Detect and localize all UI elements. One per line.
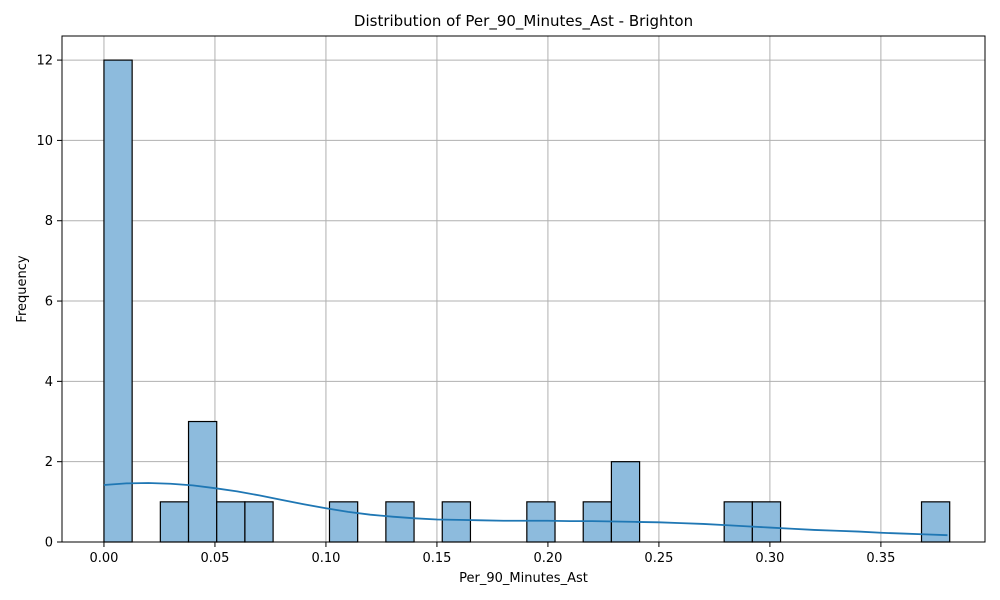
y-axis-title: Frequency xyxy=(15,255,30,322)
x-tick-label: 0.30 xyxy=(755,551,784,566)
x-tick-label: 0.20 xyxy=(533,551,562,566)
histogram-bar xyxy=(723,501,753,543)
histogram-bar xyxy=(751,501,782,543)
histogram-bar xyxy=(328,501,359,543)
bars-layer xyxy=(103,59,951,543)
plot-frame xyxy=(61,35,986,543)
y-tick-label: 8 xyxy=(45,214,53,229)
y-tick-label: 4 xyxy=(45,375,53,390)
x-tick-label: 0.05 xyxy=(200,551,229,566)
x-tick-label: 0.35 xyxy=(866,551,895,566)
grid-layer xyxy=(62,36,985,543)
histogram-bar xyxy=(216,501,246,543)
y-tick-label: 10 xyxy=(36,134,53,149)
x-tick-label: 0.25 xyxy=(644,551,673,566)
histogram-bar xyxy=(526,501,556,543)
histogram-bar xyxy=(610,461,641,543)
y-tick-label: 2 xyxy=(45,455,53,470)
chart-title: Distribution of Per_90_Minutes_Ast - Bri… xyxy=(354,12,693,31)
histogram-bar xyxy=(103,59,133,543)
ticks-layer: 0.00 0.05 0.10 0.15 0.20 0.25 0.30 0.35 0 2 4 6 8 10 1… xyxy=(36,54,895,566)
histogram-bar xyxy=(159,501,190,543)
histogram-bar xyxy=(441,501,472,543)
histogram-bar xyxy=(385,501,415,543)
kde-layer xyxy=(103,482,948,537)
x-tick-label: 0.15 xyxy=(422,551,451,566)
x-axis-title: Per_90_Minutes_Ast xyxy=(459,571,588,586)
y-tick-label: 12 xyxy=(36,54,53,69)
y-tick-label: 0 xyxy=(45,536,53,551)
x-tick-label: 0.00 xyxy=(89,551,118,566)
x-tick-label: 0.10 xyxy=(311,551,340,566)
histogram-bar xyxy=(244,501,274,543)
kde-line xyxy=(103,482,948,537)
histogram-bar xyxy=(187,420,218,543)
y-tick-label: 6 xyxy=(45,295,53,310)
